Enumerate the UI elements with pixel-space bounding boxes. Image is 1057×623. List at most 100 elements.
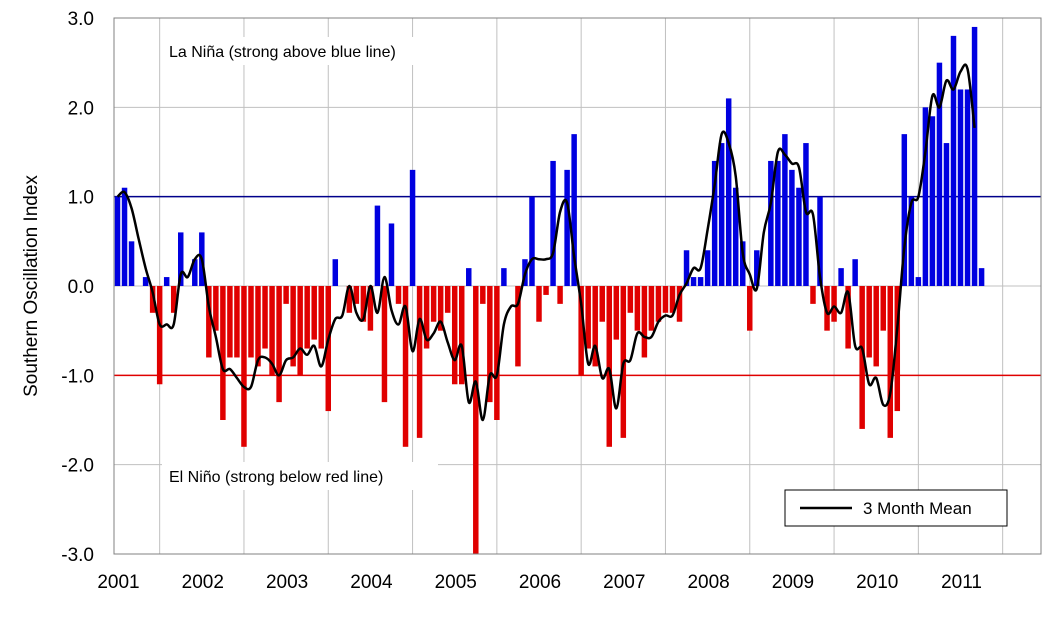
bar-positive: [704, 250, 711, 286]
bar-positive: [564, 169, 570, 286]
bar-negative: [213, 286, 219, 331]
bar-positive: [409, 169, 416, 286]
bar-positive: [114, 196, 121, 286]
monthly-bars: [114, 26, 985, 554]
bar-positive: [374, 205, 381, 286]
bar-positive: [192, 259, 198, 286]
bar-negative: [627, 286, 634, 313]
bar-positive: [929, 116, 936, 287]
bar-positive: [332, 259, 339, 286]
bar-positive: [971, 26, 978, 287]
y-tick-label: 0.0: [68, 277, 94, 298]
bar-positive: [901, 134, 908, 286]
bar-negative: [655, 286, 662, 322]
bar-negative: [227, 286, 233, 358]
bar-positive: [908, 196, 915, 286]
bar-negative: [451, 286, 458, 385]
x-tick-label: 2006: [519, 572, 561, 593]
x-tick-label: 2010: [856, 572, 898, 593]
bar-positive: [789, 169, 795, 286]
x-tick-label: 2007: [603, 572, 645, 593]
bar-negative: [353, 286, 360, 304]
bar-positive: [943, 143, 950, 286]
x-tick-label: 2011: [941, 572, 982, 593]
bar-negative: [437, 286, 444, 331]
bar-negative: [360, 286, 367, 322]
bar-negative: [423, 286, 430, 349]
bar-negative: [297, 286, 303, 376]
bar-negative: [669, 286, 676, 313]
bar-positive: [725, 98, 732, 287]
x-tick-label: 2002: [182, 572, 224, 593]
x-tick-label: 2005: [435, 572, 477, 593]
bar-positive: [128, 241, 135, 286]
bar-negative: [290, 286, 296, 367]
bar-negative: [810, 286, 816, 304]
bar-negative: [283, 286, 289, 304]
series-3-month-mean: [116, 63, 976, 422]
bar-positive: [529, 196, 535, 286]
bar-positive: [732, 187, 739, 286]
x-tick-label: 2004: [350, 572, 393, 593]
bar-negative: [543, 286, 549, 295]
bar-negative: [894, 286, 901, 412]
bar-negative: [262, 286, 268, 349]
la-nina-annotation-bg: [162, 37, 452, 65]
bar-negative: [206, 286, 212, 358]
bar-negative: [585, 286, 591, 349]
bar-negative: [487, 286, 493, 403]
bar-negative: [578, 286, 584, 376]
bar-negative: [170, 286, 177, 313]
bar-negative: [536, 286, 542, 322]
bar-negative: [473, 286, 479, 554]
bar-negative: [557, 286, 563, 304]
bar-positive: [550, 160, 556, 286]
y-axis-label: Southern Oscillation Index: [21, 175, 42, 397]
y-tick-label: -1.0: [61, 366, 94, 387]
bar-negative: [824, 286, 830, 331]
bar-positive: [950, 35, 957, 287]
bar-positive: [775, 160, 781, 286]
bar-positive: [388, 223, 395, 286]
bar-positive: [964, 89, 971, 286]
x-tick-label: 2001: [97, 572, 139, 593]
y-tick-label: 3.0: [68, 9, 94, 30]
bar-positive: [178, 232, 184, 286]
bar-positive: [718, 143, 725, 286]
bar-negative: [599, 286, 605, 322]
bar-positive: [142, 277, 149, 286]
bar-negative: [494, 286, 500, 420]
bar-negative: [866, 286, 872, 358]
bar-positive: [817, 196, 823, 286]
bar-negative: [220, 286, 226, 420]
bar-negative: [248, 286, 254, 358]
bar-negative: [156, 286, 163, 385]
bar-negative: [880, 286, 886, 331]
bar-negative: [416, 286, 423, 438]
x-tick-label: 2008: [687, 572, 729, 593]
bar-positive: [754, 250, 760, 286]
el-nino-annotation: El Niño (strong below red line): [169, 469, 383, 486]
bar-positive: [466, 268, 472, 286]
bar-positive: [711, 160, 718, 286]
bar-positive: [768, 160, 774, 286]
bar-negative: [430, 286, 437, 322]
bar-negative: [873, 286, 879, 367]
bar-negative: [346, 286, 353, 313]
bar-negative: [480, 286, 486, 304]
y-tick-label: -2.0: [61, 456, 94, 477]
bar-negative: [255, 286, 261, 367]
bar-negative: [606, 286, 612, 447]
bar-positive: [915, 277, 922, 286]
la-nina-annotation: La Niña (strong above blue line): [169, 44, 396, 61]
bar-positive: [936, 62, 943, 286]
plot-area-border: [113, 17, 1042, 555]
bar-positive: [740, 241, 746, 286]
bar-positive: [957, 89, 964, 286]
y-tick-label: 1.0: [68, 188, 94, 209]
bar-negative: [269, 286, 275, 376]
bar-negative: [402, 286, 409, 447]
bar-positive: [501, 268, 507, 286]
bar-negative: [592, 286, 598, 367]
